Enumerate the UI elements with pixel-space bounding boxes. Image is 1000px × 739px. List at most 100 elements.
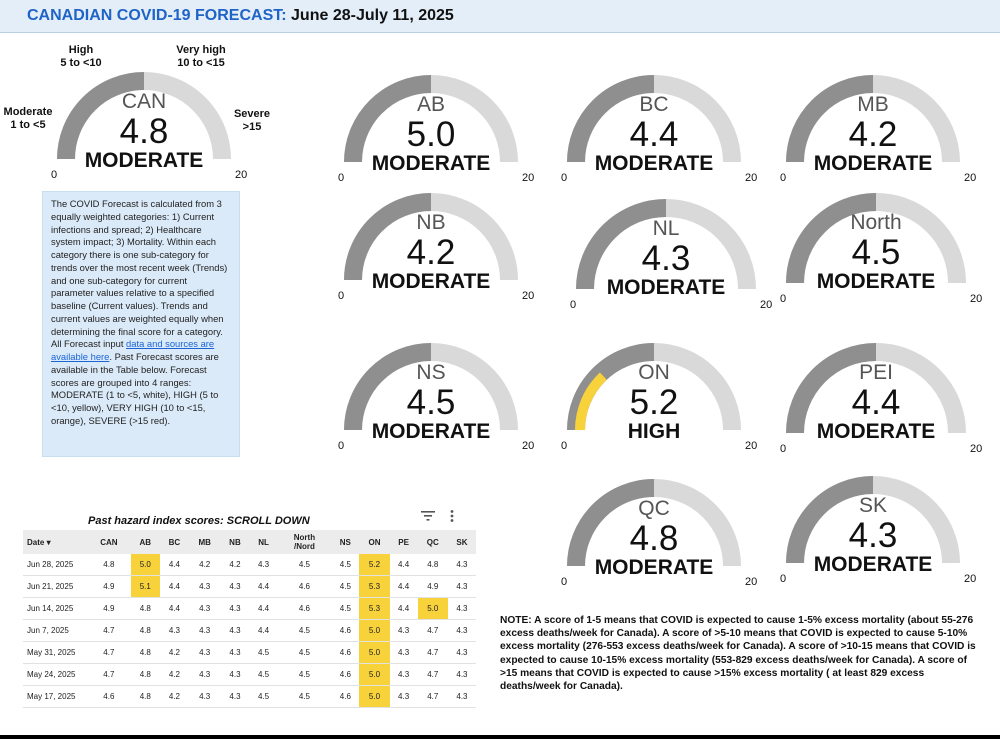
data-sources-link[interactable]: data and sources are available here	[51, 338, 215, 362]
score-cell: 4.5	[249, 663, 278, 686]
gauge-text: ON 5.2 HIGH	[567, 361, 741, 444]
gauge-region-name: MB	[857, 92, 889, 116]
gauge-nb: NB 4.2 MODERATE 0 20	[338, 193, 534, 302]
bottom-border	[0, 735, 1000, 739]
score-cell: 4.3	[189, 663, 221, 686]
gauge-arc-bc	[567, 75, 741, 163]
gauge-max-label: 20	[964, 573, 977, 585]
gauge-arc-ab	[344, 75, 518, 163]
gauge-min-label: 0	[561, 440, 568, 452]
score-cell: 4.6	[331, 685, 360, 708]
range-label-moderate: Moderate 1 to <5	[0, 106, 56, 132]
range-label-severe-range: >15	[242, 121, 262, 133]
gauge-max-label: 20	[964, 172, 977, 184]
gauge-max-label: 20	[522, 290, 535, 302]
gauge-region-name: NB	[416, 210, 446, 234]
score-cell: 5.3	[359, 597, 390, 620]
range-label-severe-name: Severe	[233, 108, 271, 120]
score-cell: 4.5	[277, 685, 332, 708]
gauge-arc-base	[786, 343, 877, 434]
range-label-high-range: 5 to <10	[60, 57, 102, 69]
table-row: May 17, 2025 4.6 4.8 4.2 4.3 4.3 4.5 4.5 4.6 5.0 4…	[23, 685, 476, 708]
column-header[interactable]: NL	[249, 530, 278, 554]
score-cell: 4.5	[331, 554, 360, 576]
gauge-arc-mb	[786, 75, 960, 163]
column-header[interactable]: QC	[417, 530, 448, 554]
score-cell: 4.8	[130, 663, 160, 686]
gauge-min-label: 0	[561, 576, 568, 588]
score-cell: 5.0	[359, 663, 390, 686]
table-row: Jun 14, 2025 4.9 4.8 4.4 4.3 4.3 4.4 4.6 4.5 5.3 4…	[23, 597, 476, 620]
score-cell: 4.7	[417, 641, 448, 664]
column-header[interactable]: CAN	[87, 530, 131, 554]
score-cell: 4.5	[249, 685, 278, 708]
gauge-region-name: ON	[638, 360, 670, 384]
column-header[interactable]: PE	[389, 530, 418, 554]
score-cell: 4.3	[189, 619, 221, 642]
gauge-level-label: MODERATE	[606, 276, 726, 300]
gauge-arc-base	[786, 193, 877, 284]
gauge-text: PEI 4.4 MODERATE	[786, 361, 966, 444]
score-cell: 4.5	[277, 619, 332, 642]
filter-icon[interactable]	[420, 509, 436, 523]
column-header[interactable]: NB	[220, 530, 250, 554]
score-cell: 5.1	[130, 575, 160, 598]
score-cell: 4.7	[417, 685, 448, 708]
score-cell: 4.3	[189, 641, 221, 664]
score-cell: 5.2	[359, 554, 390, 576]
score-cell: 4.3	[189, 575, 221, 598]
table-row: May 31, 2025 4.7 4.8 4.2 4.3 4.3 4.5 4.5 4.6 5.0 4…	[23, 641, 476, 664]
gauge-level-label: MODERATE	[813, 552, 933, 576]
column-header[interactable]: NS	[331, 530, 360, 554]
score-cell: 4.7	[87, 619, 131, 642]
gauge-arc-can	[57, 72, 231, 160]
gauge-max-label: 20	[745, 576, 758, 588]
gauge-score-value: 4.5	[851, 233, 901, 273]
gauge-level-label: MODERATE	[371, 151, 491, 175]
score-cell: 4.3	[189, 597, 221, 620]
range-label-very-high-name: Very high	[176, 44, 226, 56]
gauge-region-name: AB	[416, 92, 445, 116]
score-cell: 4.3	[189, 685, 221, 708]
gauge-arc-nl	[576, 199, 756, 290]
score-cell: 4.3	[447, 663, 476, 686]
score-cell: 4.5	[277, 554, 332, 576]
date-cell: May 17, 2025	[23, 685, 87, 708]
score-cell: 4.7	[417, 663, 448, 686]
gauge-text: AB 5.0 MODERATE	[344, 93, 518, 176]
table-row: May 24, 2025 4.7 4.8 4.2 4.3 4.3 4.5 4.5 4.6 5.0 4…	[23, 663, 476, 686]
gauge-level-label: HIGH	[627, 419, 681, 443]
column-header[interactable]: ON	[359, 530, 390, 554]
score-cell: 4.3	[220, 663, 250, 686]
gauge-arc-on	[567, 343, 741, 431]
gauge-level-label: MODERATE	[813, 151, 933, 175]
gauge-text: NS 4.5 MODERATE	[344, 361, 518, 444]
gauge-score-value: 4.8	[629, 518, 679, 558]
column-header-date[interactable]: Date ▾	[23, 530, 87, 554]
column-header[interactable]: North/Nord	[277, 530, 332, 554]
column-header[interactable]: SK	[447, 530, 476, 554]
range-label-very-high: Very high 10 to <15	[168, 44, 234, 70]
gauge-region-name: SK	[858, 493, 887, 517]
date-cell: May 31, 2025	[23, 641, 87, 664]
gauge-arc-sk	[786, 476, 960, 564]
column-header[interactable]: AB	[130, 530, 160, 554]
score-cell: 4.4	[389, 575, 418, 598]
gauge-score-value: 4.4	[851, 383, 901, 423]
gauge-score-value: 4.2	[406, 232, 456, 272]
score-cell: 5.0	[359, 685, 390, 708]
score-cell: 4.4	[389, 554, 418, 576]
column-header[interactable]: BC	[159, 530, 189, 554]
score-cell: 5.0	[359, 641, 390, 664]
gauge-arc-ns	[344, 343, 518, 431]
gauge-level-label: MODERATE	[371, 419, 491, 443]
gauge-north: North 4.5 MODERATE 0 20	[780, 193, 982, 305]
score-cell: 4.6	[331, 619, 360, 642]
more-options-icon[interactable]	[448, 509, 456, 523]
score-cell: 4.2	[159, 685, 189, 708]
gauge-level-label: MODERATE	[371, 269, 491, 293]
gauge-region-name: North	[850, 211, 902, 235]
gauge-region-name: PEI	[859, 361, 893, 385]
date-cell: May 24, 2025	[23, 663, 87, 686]
column-header[interactable]: MB	[189, 530, 221, 554]
